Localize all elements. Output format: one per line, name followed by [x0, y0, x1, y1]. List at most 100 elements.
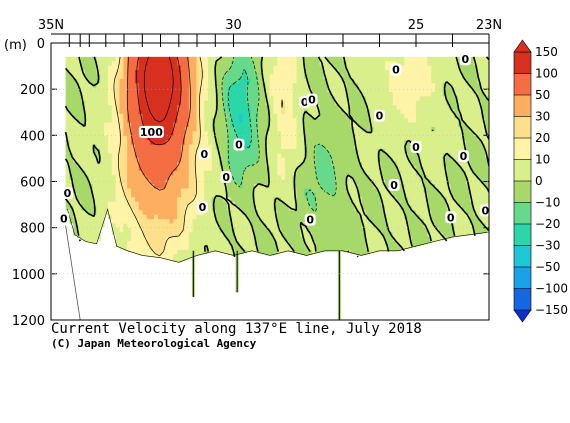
field-cell	[184, 214, 190, 220]
field-cell	[431, 179, 436, 185]
field-cell	[100, 87, 105, 93]
field-cell	[169, 144, 174, 150]
field-cell	[327, 153, 332, 159]
field-cell	[369, 87, 375, 93]
field-cell	[119, 197, 124, 203]
field-cell	[361, 109, 367, 115]
field-cell	[161, 91, 167, 97]
field-cell	[304, 140, 309, 146]
field-cell	[327, 127, 332, 133]
field-cell	[369, 241, 375, 247]
field-cell	[81, 214, 86, 220]
field-cell	[365, 56, 371, 62]
field-cell	[154, 65, 159, 71]
field-cell	[200, 232, 205, 238]
field-cell	[196, 232, 201, 238]
field-cell	[350, 162, 355, 168]
field-cell	[338, 144, 344, 150]
field-cell	[392, 100, 398, 106]
field-cell	[219, 56, 225, 62]
field-cell	[473, 162, 479, 168]
field-cell	[277, 223, 282, 229]
field-cell	[419, 70, 425, 75]
field-cell	[350, 61, 355, 67]
field-cell	[250, 78, 255, 84]
field-cell	[161, 96, 167, 102]
field-cell	[261, 153, 267, 159]
field-cell	[81, 162, 86, 168]
field-cell	[169, 214, 174, 220]
field-cell	[161, 249, 167, 255]
field-cell	[92, 100, 97, 106]
field-cell	[81, 144, 86, 150]
field-cell	[219, 249, 225, 253]
contour-line	[64, 56, 489, 258]
field-cell	[269, 241, 275, 247]
field-cell	[246, 56, 251, 62]
field-cell	[331, 113, 336, 119]
field-cell	[277, 232, 282, 238]
field-cell	[73, 87, 78, 93]
field-cell	[150, 170, 155, 176]
field-cell	[331, 227, 336, 233]
field-cell	[188, 127, 194, 133]
field-cell	[373, 91, 378, 97]
field-cell	[281, 179, 286, 185]
field-cell	[431, 87, 436, 93]
field-cell	[127, 109, 132, 115]
field-cell	[227, 61, 232, 67]
field-cell	[273, 232, 278, 238]
field-cell	[438, 135, 444, 141]
field-cell	[408, 219, 413, 225]
field-cell	[65, 175, 71, 181]
field-cell	[415, 127, 421, 133]
field-cell	[308, 157, 313, 163]
field-cell	[227, 140, 232, 146]
field-cell	[77, 122, 82, 128]
field-cell	[335, 153, 340, 159]
field-cell	[458, 192, 463, 198]
field-cell	[419, 236, 425, 242]
field-cell	[111, 188, 117, 194]
field-cell	[173, 184, 178, 190]
field-cell	[231, 118, 236, 124]
field-cell	[281, 205, 286, 211]
field-cell	[296, 162, 301, 168]
field-cell	[296, 219, 301, 225]
field-cell	[335, 127, 340, 133]
field-cell	[84, 74, 90, 80]
field-cell	[123, 162, 128, 168]
field-cell	[465, 131, 471, 137]
field-cell	[223, 236, 228, 242]
field-cell	[88, 153, 94, 159]
field-cell	[115, 118, 121, 124]
field-cell	[81, 166, 86, 172]
field-cell	[308, 236, 313, 242]
field-cell	[161, 254, 167, 260]
field-cell	[261, 131, 267, 137]
field-cell	[154, 87, 159, 93]
field-cell	[396, 91, 402, 97]
field-cell	[261, 100, 267, 106]
field-cell	[111, 210, 117, 216]
field-cell	[469, 78, 475, 84]
field-cell	[211, 175, 217, 181]
field-cell	[454, 131, 459, 137]
field-cell	[335, 166, 340, 172]
field-cell	[231, 144, 236, 150]
field-cell	[215, 131, 221, 137]
field-cell	[315, 170, 321, 176]
field-cell	[265, 249, 271, 255]
field-cell	[84, 113, 90, 119]
field-cell	[281, 78, 286, 84]
field-cell	[88, 135, 94, 141]
field-cell	[423, 140, 429, 146]
field-cell	[223, 105, 228, 111]
field-cell	[177, 113, 182, 119]
field-cell	[173, 157, 178, 163]
field-cell	[115, 100, 121, 106]
field-cell	[454, 219, 459, 225]
field-cell	[281, 184, 286, 190]
field-cell	[427, 162, 432, 168]
field-cell	[485, 135, 489, 141]
